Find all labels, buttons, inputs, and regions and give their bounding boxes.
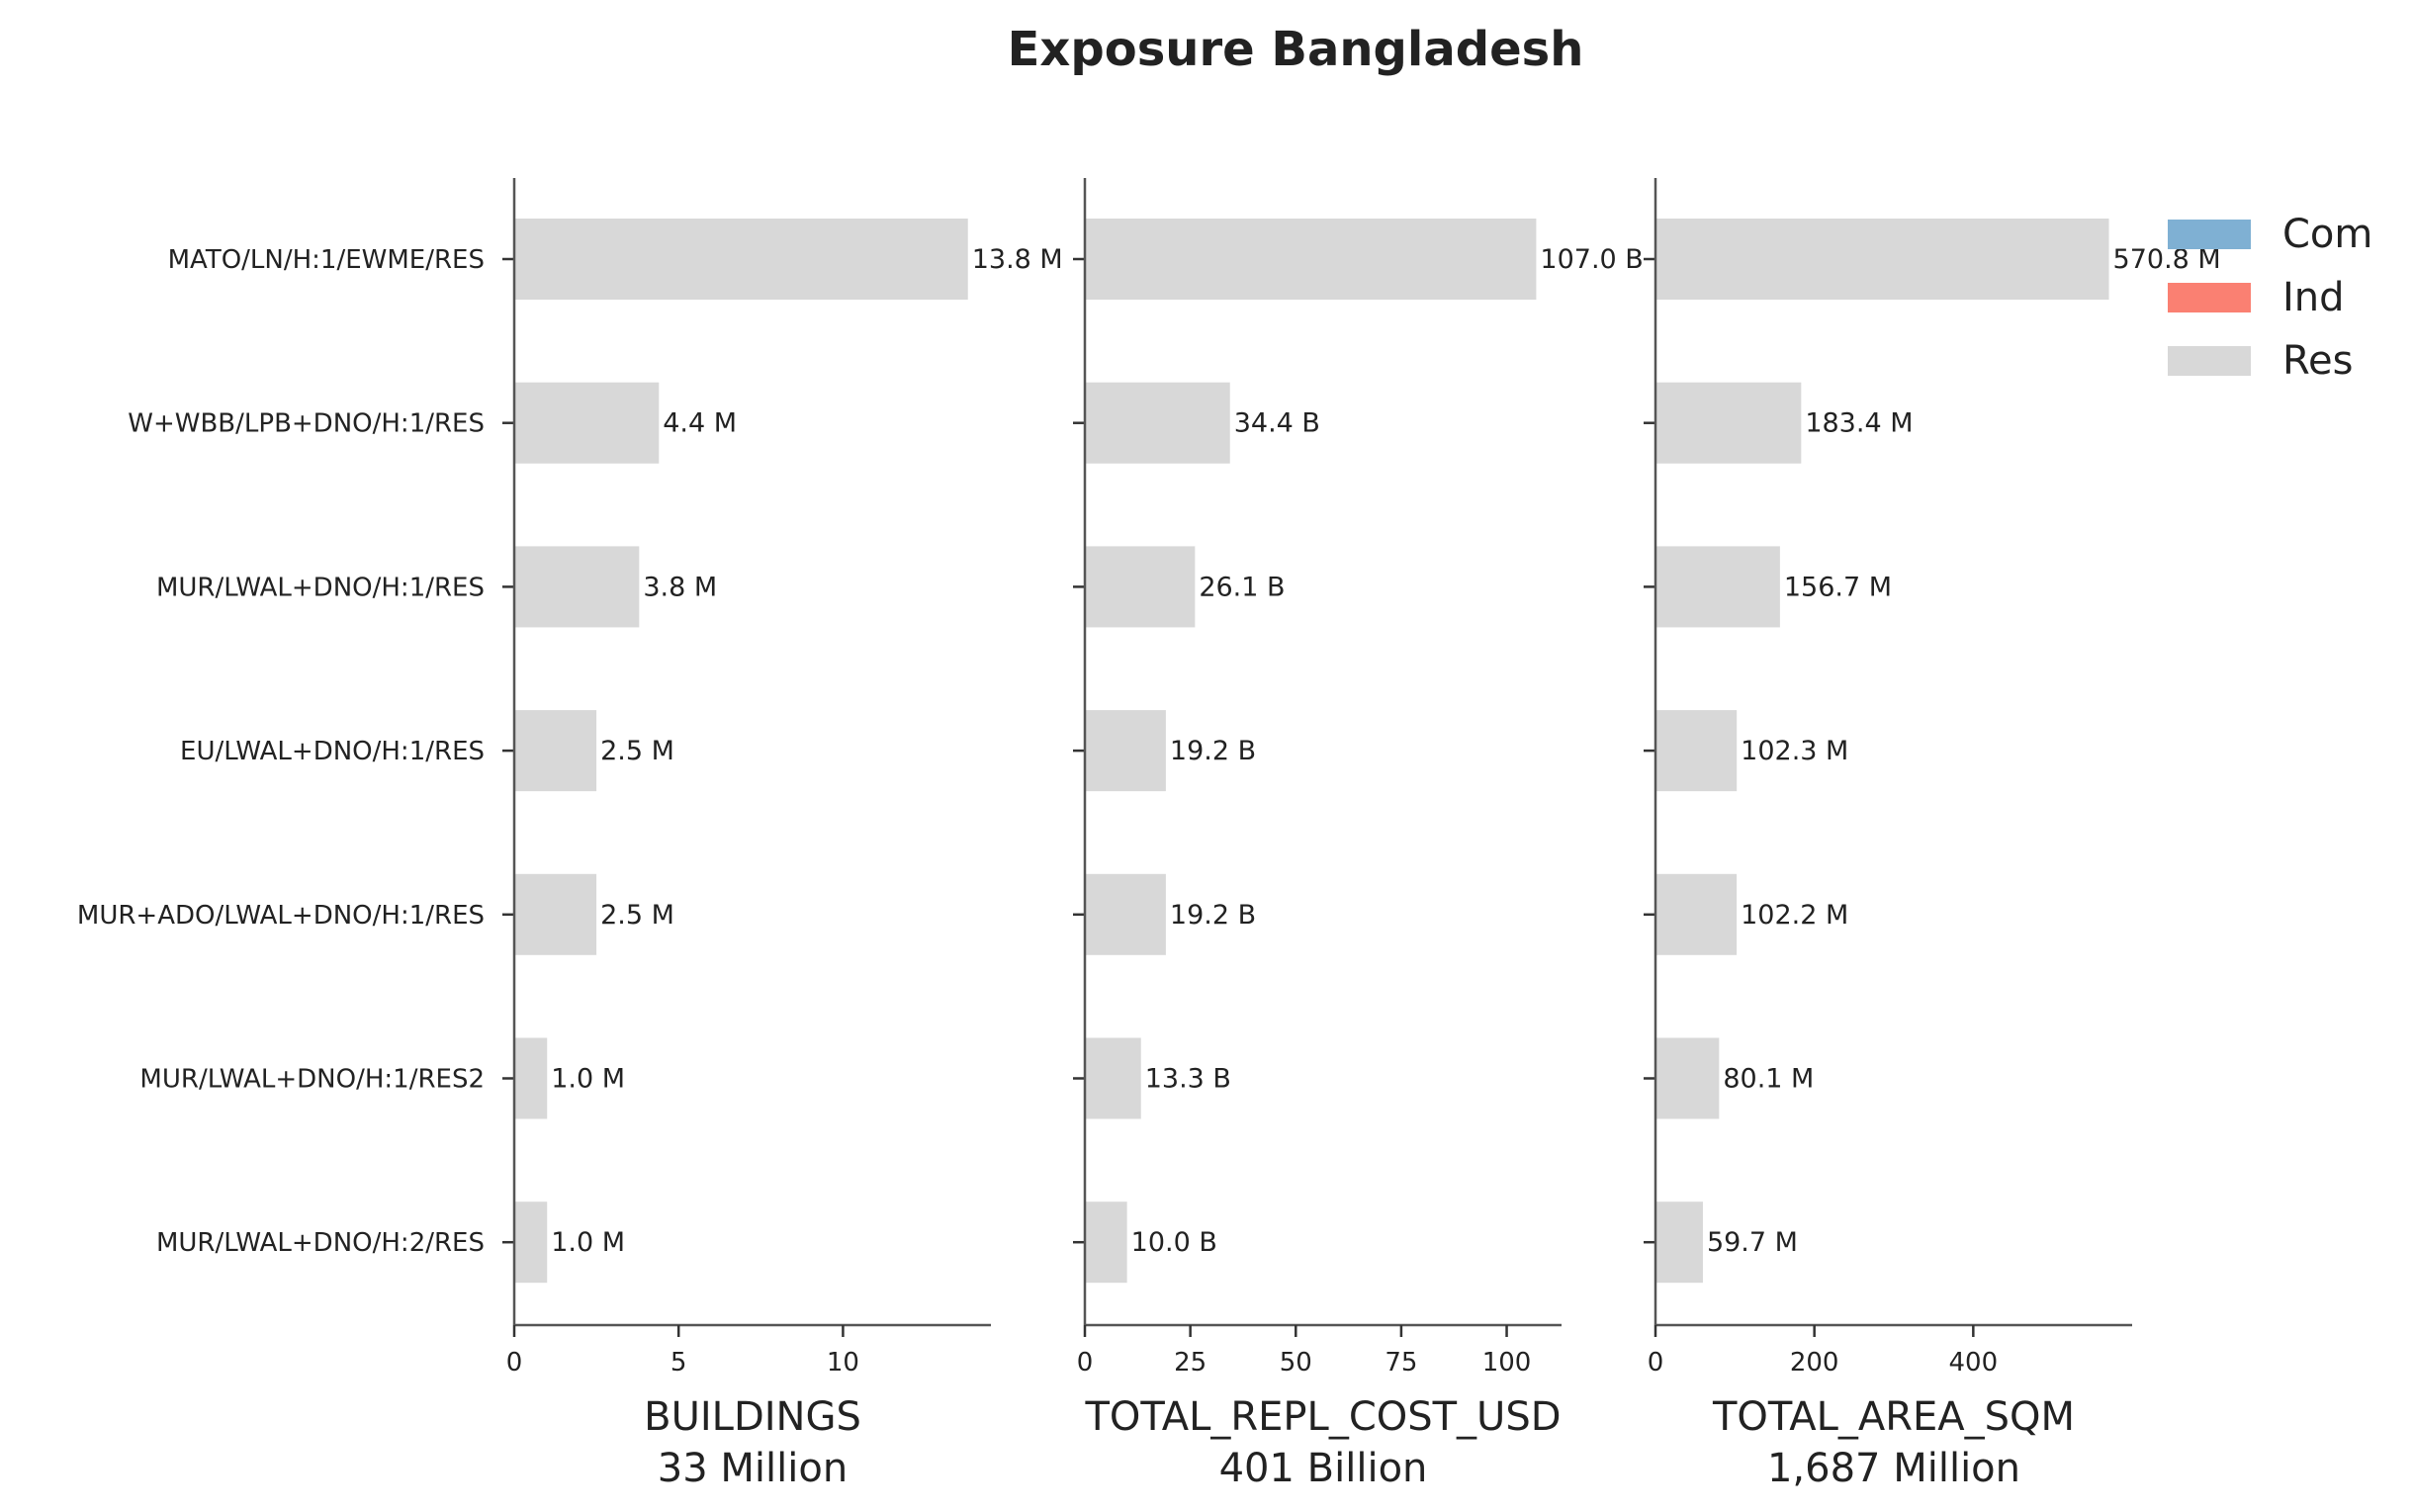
category-label-6: MUR/LWAL+DNO/H:1/RES2 xyxy=(139,1065,485,1095)
bar-3-3 xyxy=(1655,546,1780,628)
value-label-1-6: 1.0 M xyxy=(551,1064,625,1095)
legend-label-res: Res xyxy=(2282,338,2353,384)
category-label-2: W+WBB/LPB+DNO/H:1/RES xyxy=(128,409,485,439)
category-label-1: MATO/LN/H:1/EWME/RES xyxy=(168,245,485,275)
legend: Com Ind Res xyxy=(2168,212,2372,384)
value-label-1-2: 4.4 M xyxy=(663,408,737,439)
x-tick-label-2-5: 100 xyxy=(1482,1348,1532,1378)
x-tick-label-1-2: 5 xyxy=(670,1348,687,1378)
value-label-3-6: 80.1 M xyxy=(1723,1064,1814,1095)
value-label-3-5: 102.2 M xyxy=(1741,900,1848,931)
bar-2-1 xyxy=(1085,219,1537,300)
x-axis-total-3: 1,687 Million xyxy=(1767,1446,2020,1491)
value-label-2-3: 26.1 B xyxy=(1199,572,1285,602)
bar-1-6 xyxy=(514,1037,548,1119)
x-axis-label-2: TOTAL_REPL_COST_USD xyxy=(1084,1394,1561,1440)
bar-2-5 xyxy=(1085,873,1166,955)
x-tick-label-3-3: 400 xyxy=(1949,1348,1999,1378)
x-axis-label-3: TOTAL_AREA_SQM xyxy=(1712,1394,2075,1440)
bar-1-3 xyxy=(514,546,640,628)
legend-label-ind: Ind xyxy=(2282,275,2345,320)
category-labels: MATO/LN/H:1/EWME/RES W+WBB/LPB+DNO/H:1/RE… xyxy=(77,245,485,1258)
x-tick-label-3-2: 200 xyxy=(1790,1348,1839,1378)
bar-1-5 xyxy=(514,873,597,955)
bar-2-2 xyxy=(1085,382,1230,464)
value-label-2-5: 19.2 B xyxy=(1170,900,1256,931)
bar-2-7 xyxy=(1085,1201,1127,1284)
x-tick-label-2-1: 0 xyxy=(1077,1348,1094,1378)
legend-swatch-ind xyxy=(2168,283,2251,312)
value-label-1-3: 3.8 M xyxy=(643,572,717,602)
bar-3-2 xyxy=(1655,382,1802,464)
bar-1-7 xyxy=(514,1201,548,1284)
value-label-1-4: 2.5 M xyxy=(600,736,674,766)
value-label-1-5: 2.5 M xyxy=(600,900,674,931)
value-label-3-4: 102.3 M xyxy=(1741,736,1848,766)
x-tick-label-2-4: 75 xyxy=(1385,1348,1417,1378)
bar-3-6 xyxy=(1655,1037,1720,1119)
panel-3: 570.8 M 183.4 M 156.7 M 102.3 M 102.2 M 80.1 … xyxy=(1644,178,2221,1491)
legend-swatch-com xyxy=(2168,220,2251,249)
value-label-1-1: 13.8 M xyxy=(972,244,1063,275)
bar-3-5 xyxy=(1655,873,1738,955)
bar-3-7 xyxy=(1655,1201,1703,1284)
panel-2: 107.0 B 34.4 B 26.1 B 19.2 B 19.2 B 13.3 B 10.… xyxy=(1073,178,1644,1491)
value-label-1-7: 1.0 M xyxy=(551,1227,625,1258)
bar-1-4 xyxy=(514,710,597,792)
x-tick-label-1-3: 10 xyxy=(827,1348,859,1378)
bar-1-1 xyxy=(514,219,968,300)
category-label-3: MUR/LWAL+DNO/H:1/RES xyxy=(156,573,485,602)
value-label-2-6: 13.3 B xyxy=(1145,1064,1231,1095)
bar-1-2 xyxy=(514,382,660,464)
panels: 13.8 M 4.4 M 3.8 M 2.5 M 2.5 M 1.0 M 1.0 M 0 5 10… xyxy=(502,178,2221,1491)
value-label-2-1: 107.0 B xyxy=(1540,244,1643,275)
value-label-3-1: 570.8 M xyxy=(2113,244,2221,275)
x-axis-total-1: 33 Million xyxy=(658,1446,848,1491)
x-axis-label-1: BUILDINGS xyxy=(644,1394,861,1440)
x-tick-label-3-1: 0 xyxy=(1648,1348,1664,1378)
bar-3-1 xyxy=(1655,219,2109,300)
value-label-2-2: 34.4 B xyxy=(1234,408,1320,439)
bar-2-3 xyxy=(1085,546,1196,628)
category-label-4: EU/LWAL+DNO/H:1/RES xyxy=(180,737,485,766)
value-label-3-3: 156.7 M xyxy=(1784,572,1892,602)
value-label-3-7: 59.7 M xyxy=(1707,1227,1798,1258)
bar-2-4 xyxy=(1085,710,1166,792)
legend-label-com: Com xyxy=(2282,212,2372,257)
value-label-3-2: 183.4 M xyxy=(1805,408,1913,439)
legend-swatch-res xyxy=(2168,346,2251,376)
category-label-7: MUR/LWAL+DNO/H:2/RES xyxy=(156,1228,485,1258)
bar-3-4 xyxy=(1655,710,1738,792)
value-label-2-7: 10.0 B xyxy=(1131,1227,1217,1258)
value-label-2-4: 19.2 B xyxy=(1170,736,1256,766)
category-label-5: MUR+ADO/LWAL+DNO/H:1/RES xyxy=(77,901,485,931)
x-tick-label-2-3: 50 xyxy=(1280,1348,1312,1378)
x-axis-total-2: 401 Billion xyxy=(1219,1446,1428,1491)
panel-1: 13.8 M 4.4 M 3.8 M 2.5 M 2.5 M 1.0 M 1.0 M 0 5 10… xyxy=(502,178,1063,1491)
bar-2-6 xyxy=(1085,1037,1141,1119)
x-tick-label-1-1: 0 xyxy=(506,1348,523,1378)
chart-title: Exposure Bangladesh xyxy=(1008,22,1584,77)
x-tick-label-2-2: 25 xyxy=(1174,1348,1206,1378)
